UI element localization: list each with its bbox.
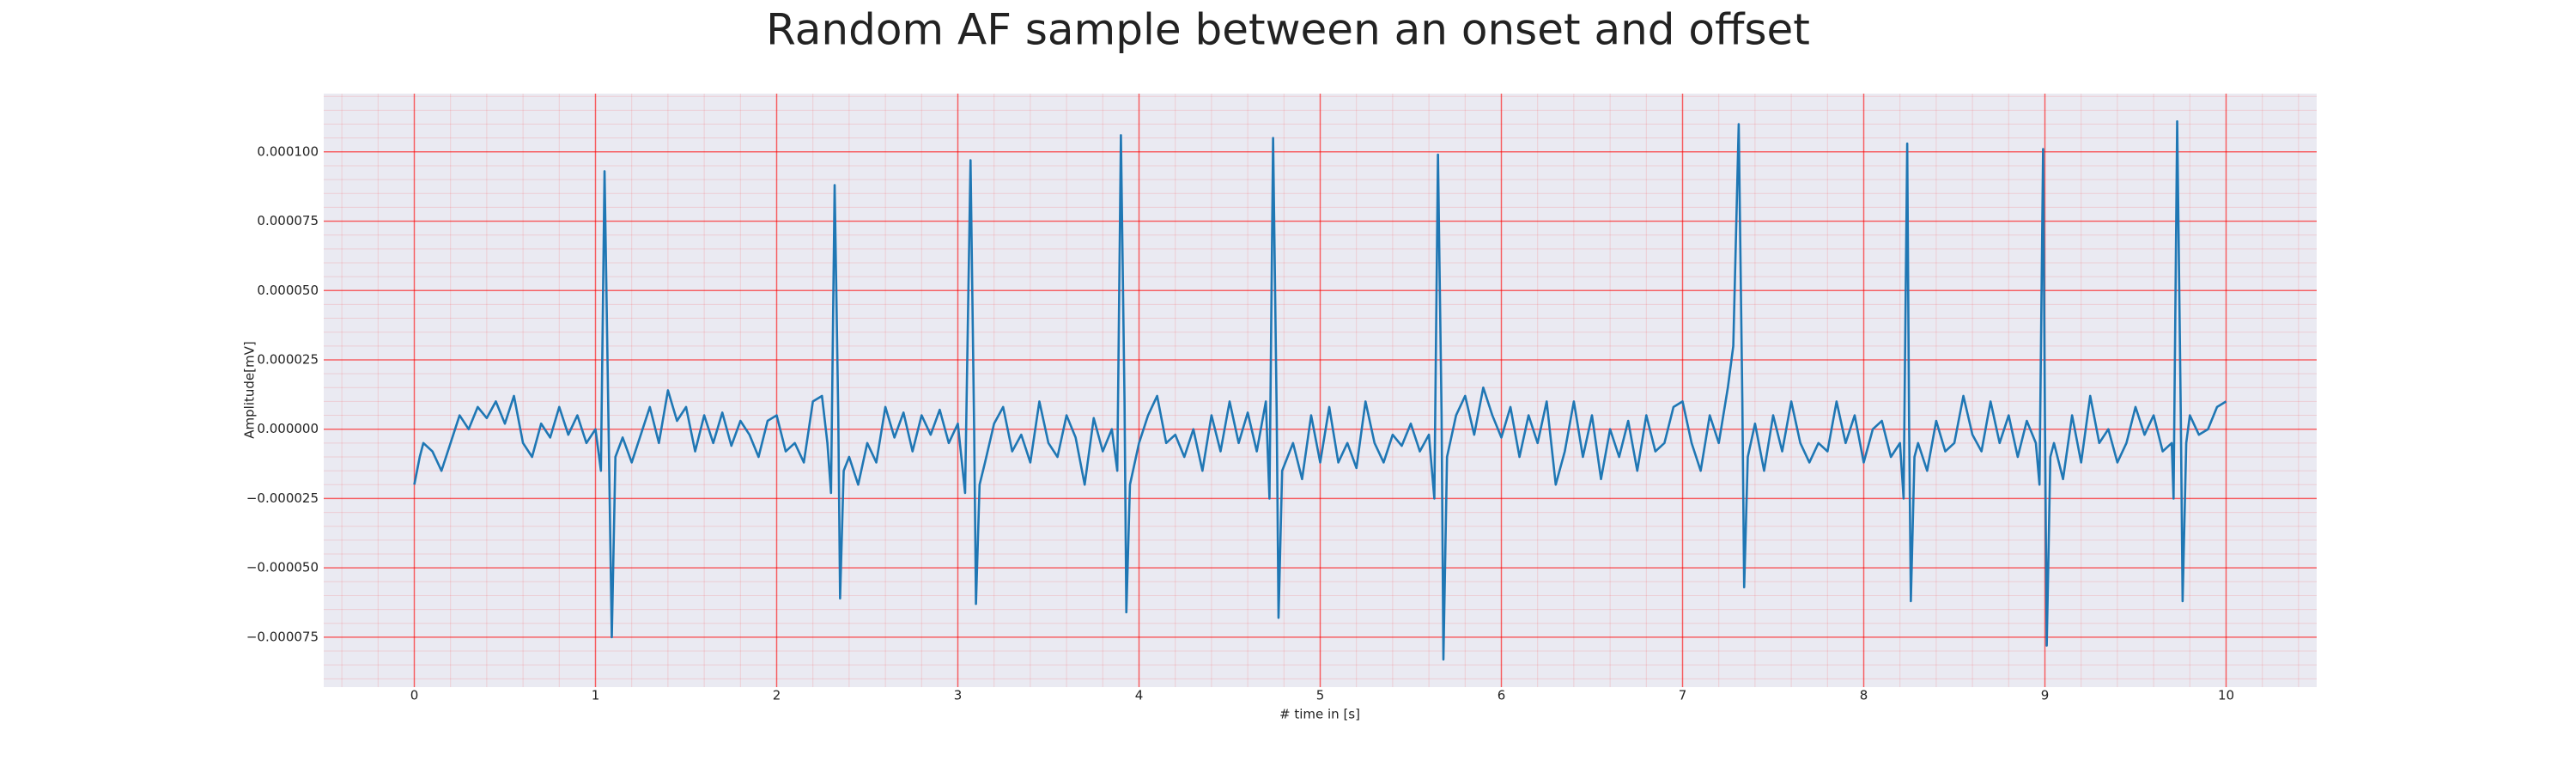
x-tick-label: 2 [773,688,781,703]
y-tick-label: 0.000050 [257,283,319,298]
y-tick-label: 0.000075 [257,213,319,228]
y-tick-label: 0.000025 [257,351,319,367]
x-tick-label: 7 [1679,688,1687,703]
y-tick-label: −0.000075 [246,629,319,644]
x-tick-label: 10 [2218,688,2234,703]
x-tick-label: 1 [592,688,600,703]
x-tick-label: 8 [1860,688,1868,703]
y-tick-label: 0.000000 [257,421,319,436]
y-tick-label: 0.000100 [257,143,319,159]
x-axis-label: # time in [s] [1279,707,1360,722]
x-tick-label: 3 [954,688,963,703]
x-tick-label: 9 [2041,688,2050,703]
signal-line [413,119,2227,661]
x-tick-label: 6 [1498,688,1506,703]
y-tick-label: −0.000025 [246,490,319,506]
chart-title: Random AF sample between an onset and of… [766,5,1810,55]
x-tick-label: 0 [410,688,419,703]
y-axis-label: Amplitude[mV] [242,341,258,438]
x-tick-label: 4 [1135,688,1144,703]
plot [413,119,2227,661]
y-tick-label: −0.000050 [246,560,319,575]
x-tick-label: 5 [1316,688,1325,703]
